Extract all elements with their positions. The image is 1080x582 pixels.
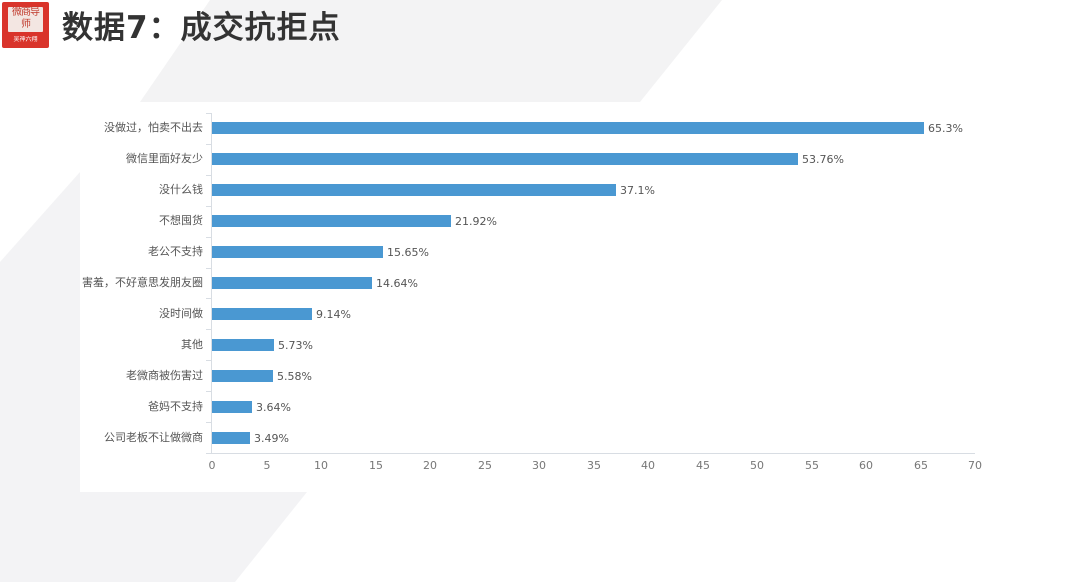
page-title: 数据7：成交抗拒点 [62,10,341,46]
bar [212,432,251,444]
category-label: 老公不支持 [148,245,203,258]
category-label: 微信里面好友少 [126,152,203,165]
bar [212,184,617,196]
x-axis-tick-label: 0 [208,459,216,472]
bar [212,153,798,165]
category-label: 没时间做 [159,307,203,320]
category-label: 没做过，怕卖不出去 [104,121,203,134]
value-label: 5.58% [277,370,312,383]
bar [212,401,252,413]
y-axis-tick [206,113,211,114]
brand-logo: 微商导师 吴神六翔 [2,2,49,48]
x-axis-tick-label: 10 [314,459,328,472]
value-label: 9.14% [316,308,351,321]
category-label: 其他 [181,338,203,351]
category-label: 不想囤货 [159,214,203,227]
value-label: 3.64% [256,401,291,414]
bar [212,308,312,320]
x-axis-tick-label: 55 [805,459,819,472]
category-label: 公司老板不让做微商 [104,431,203,444]
chart-panel [80,102,1000,492]
y-axis-tick [206,206,211,207]
value-label: 37.1% [620,184,655,197]
bar [212,215,451,227]
bar [212,122,924,134]
logo-subtext: 吴神六翔 [13,36,38,43]
value-label: 14.64% [376,277,418,290]
y-axis-tick [206,391,211,392]
y-axis-tick [206,268,211,269]
x-axis-tick-label: 35 [587,459,601,472]
y-axis-tick [206,237,211,238]
x-axis-tick-label: 30 [532,459,546,472]
y-axis-tick [206,298,211,299]
x-axis-tick-label: 25 [478,459,492,472]
category-label: 爸妈不支持 [148,400,203,413]
category-label: 老微商被伤害过 [126,369,203,382]
y-axis-tick [206,175,211,176]
x-axis-tick-label: 40 [641,459,655,472]
value-label: 21.92% [455,215,497,228]
x-axis-tick-label: 15 [369,459,383,472]
bar [212,339,275,351]
y-axis-tick [206,144,211,145]
value-label: 53.76% [802,153,844,166]
x-axis-tick-label: 60 [859,459,873,472]
x-axis-tick-label: 5 [263,459,271,472]
value-label: 65.3% [928,122,963,135]
x-axis-tick-label: 20 [423,459,437,472]
value-label: 3.49% [254,432,289,445]
value-label: 5.73% [278,339,313,352]
bar [212,246,383,258]
category-label: 没什么钱 [159,183,203,196]
y-axis-tick [206,422,211,423]
logo-text: 微商导师 [8,7,43,32]
y-axis-line [211,113,212,453]
x-axis-tick-label: 70 [968,459,982,472]
y-axis-tick [206,453,211,454]
x-axis-tick-label: 65 [914,459,928,472]
x-axis-tick-label: 45 [696,459,710,472]
value-label: 15.65% [387,246,429,259]
bar [212,370,273,382]
y-axis-tick [206,360,211,361]
category-label: 害羞，不好意思发朋友圈 [82,276,203,289]
x-axis-line [211,453,975,454]
bar [212,277,372,289]
y-axis-tick [206,329,211,330]
x-axis-tick-label: 50 [750,459,764,472]
